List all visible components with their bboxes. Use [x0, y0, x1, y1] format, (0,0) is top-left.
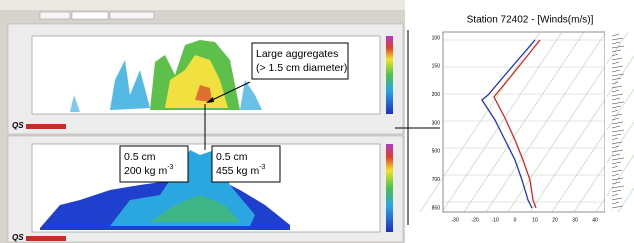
wind-barbs	[612, 34, 624, 208]
superscript: -3	[259, 164, 265, 171]
colorbar	[386, 36, 393, 114]
x-tick-label: 20	[552, 217, 558, 223]
barb	[612, 74, 624, 76]
x-tick-label: -20	[471, 217, 478, 223]
page: QS QS Large aggregates (> 1.5 cm diameter…	[0, 0, 634, 243]
barb	[612, 50, 621, 52]
menu-bar	[0, 0, 405, 10]
barb	[612, 170, 622, 172]
barb	[612, 110, 618, 112]
barb	[612, 98, 620, 100]
colorbar	[386, 144, 393, 232]
logo: QS	[12, 233, 24, 242]
barb	[612, 154, 620, 156]
tab[interactable]	[40, 12, 70, 19]
barb	[612, 102, 624, 104]
mask	[605, 30, 607, 215]
x-tick-label: 30	[572, 217, 578, 223]
x-tick-label: 10	[532, 217, 538, 223]
y-tick-label: 100	[432, 35, 441, 41]
barb	[612, 34, 619, 36]
y-tick-label: 500	[432, 149, 441, 155]
annotation-line: 200 kg m	[124, 165, 167, 177]
y-tick-label: 850	[432, 205, 441, 211]
x-tick-label: 0	[514, 217, 517, 223]
button[interactable]	[26, 124, 66, 129]
y-tick-label: 700	[432, 177, 441, 183]
barb	[612, 58, 622, 60]
barb	[612, 198, 622, 200]
barb	[612, 186, 624, 188]
annotation-text: 0.5 cm	[216, 151, 248, 163]
y-tick-label: 300	[432, 120, 441, 126]
figure: QS QS Large aggregates (> 1.5 cm diameter…	[0, 0, 634, 243]
y-tick-label: 150	[432, 64, 441, 70]
isotherm	[618, 32, 634, 212]
barb	[612, 134, 621, 136]
annotation-text: (> 1.5 cm diameter)	[256, 62, 347, 74]
barb	[612, 94, 623, 96]
annotation-line: (> 1.5 cm diameter)	[256, 62, 347, 74]
tab[interactable]	[110, 12, 154, 19]
annotation-line: 0.5 cm	[216, 151, 248, 163]
skewt-title: Station 72402 - [Winds(m/s)]	[467, 15, 594, 26]
annotation-text: 0.5 cm	[124, 151, 156, 163]
y-tick-label: 200	[432, 92, 441, 98]
barb	[612, 46, 624, 48]
barb	[612, 38, 623, 40]
barb	[612, 142, 622, 144]
annotation-text: Large aggregates	[256, 48, 338, 60]
logo: QS	[12, 121, 24, 130]
barb	[612, 166, 618, 168]
barb	[612, 82, 618, 84]
barb	[612, 62, 619, 64]
superscript: -3	[167, 164, 173, 171]
barb	[612, 42, 620, 44]
barb	[612, 130, 624, 132]
annotation-text: 200 kg m-3	[124, 164, 174, 177]
barb	[612, 122, 623, 124]
barb	[612, 66, 623, 68]
barb	[612, 70, 620, 72]
barb	[612, 158, 624, 160]
barb	[612, 202, 619, 204]
barb	[612, 126, 620, 128]
barb	[612, 174, 619, 176]
barb	[612, 106, 621, 108]
x-tick-label: -30	[451, 217, 458, 223]
barb	[612, 78, 621, 80]
annotation-line: Large aggregates	[256, 48, 338, 60]
barb	[612, 138, 618, 140]
barb	[612, 150, 623, 152]
tab[interactable]	[72, 12, 108, 19]
annotation-text: 455 kg m-3	[216, 164, 266, 177]
annotation-line: 455 kg m	[216, 165, 259, 177]
button[interactable]	[26, 236, 66, 241]
barb	[612, 146, 619, 148]
barb	[612, 90, 619, 92]
annotation-line: 0.5 cm	[124, 151, 156, 163]
x-tick-label: 40	[592, 217, 598, 223]
x-tick-label: -10	[491, 217, 498, 223]
barb	[612, 118, 619, 120]
barb	[612, 190, 621, 192]
barb	[612, 162, 621, 164]
barb	[612, 194, 618, 196]
